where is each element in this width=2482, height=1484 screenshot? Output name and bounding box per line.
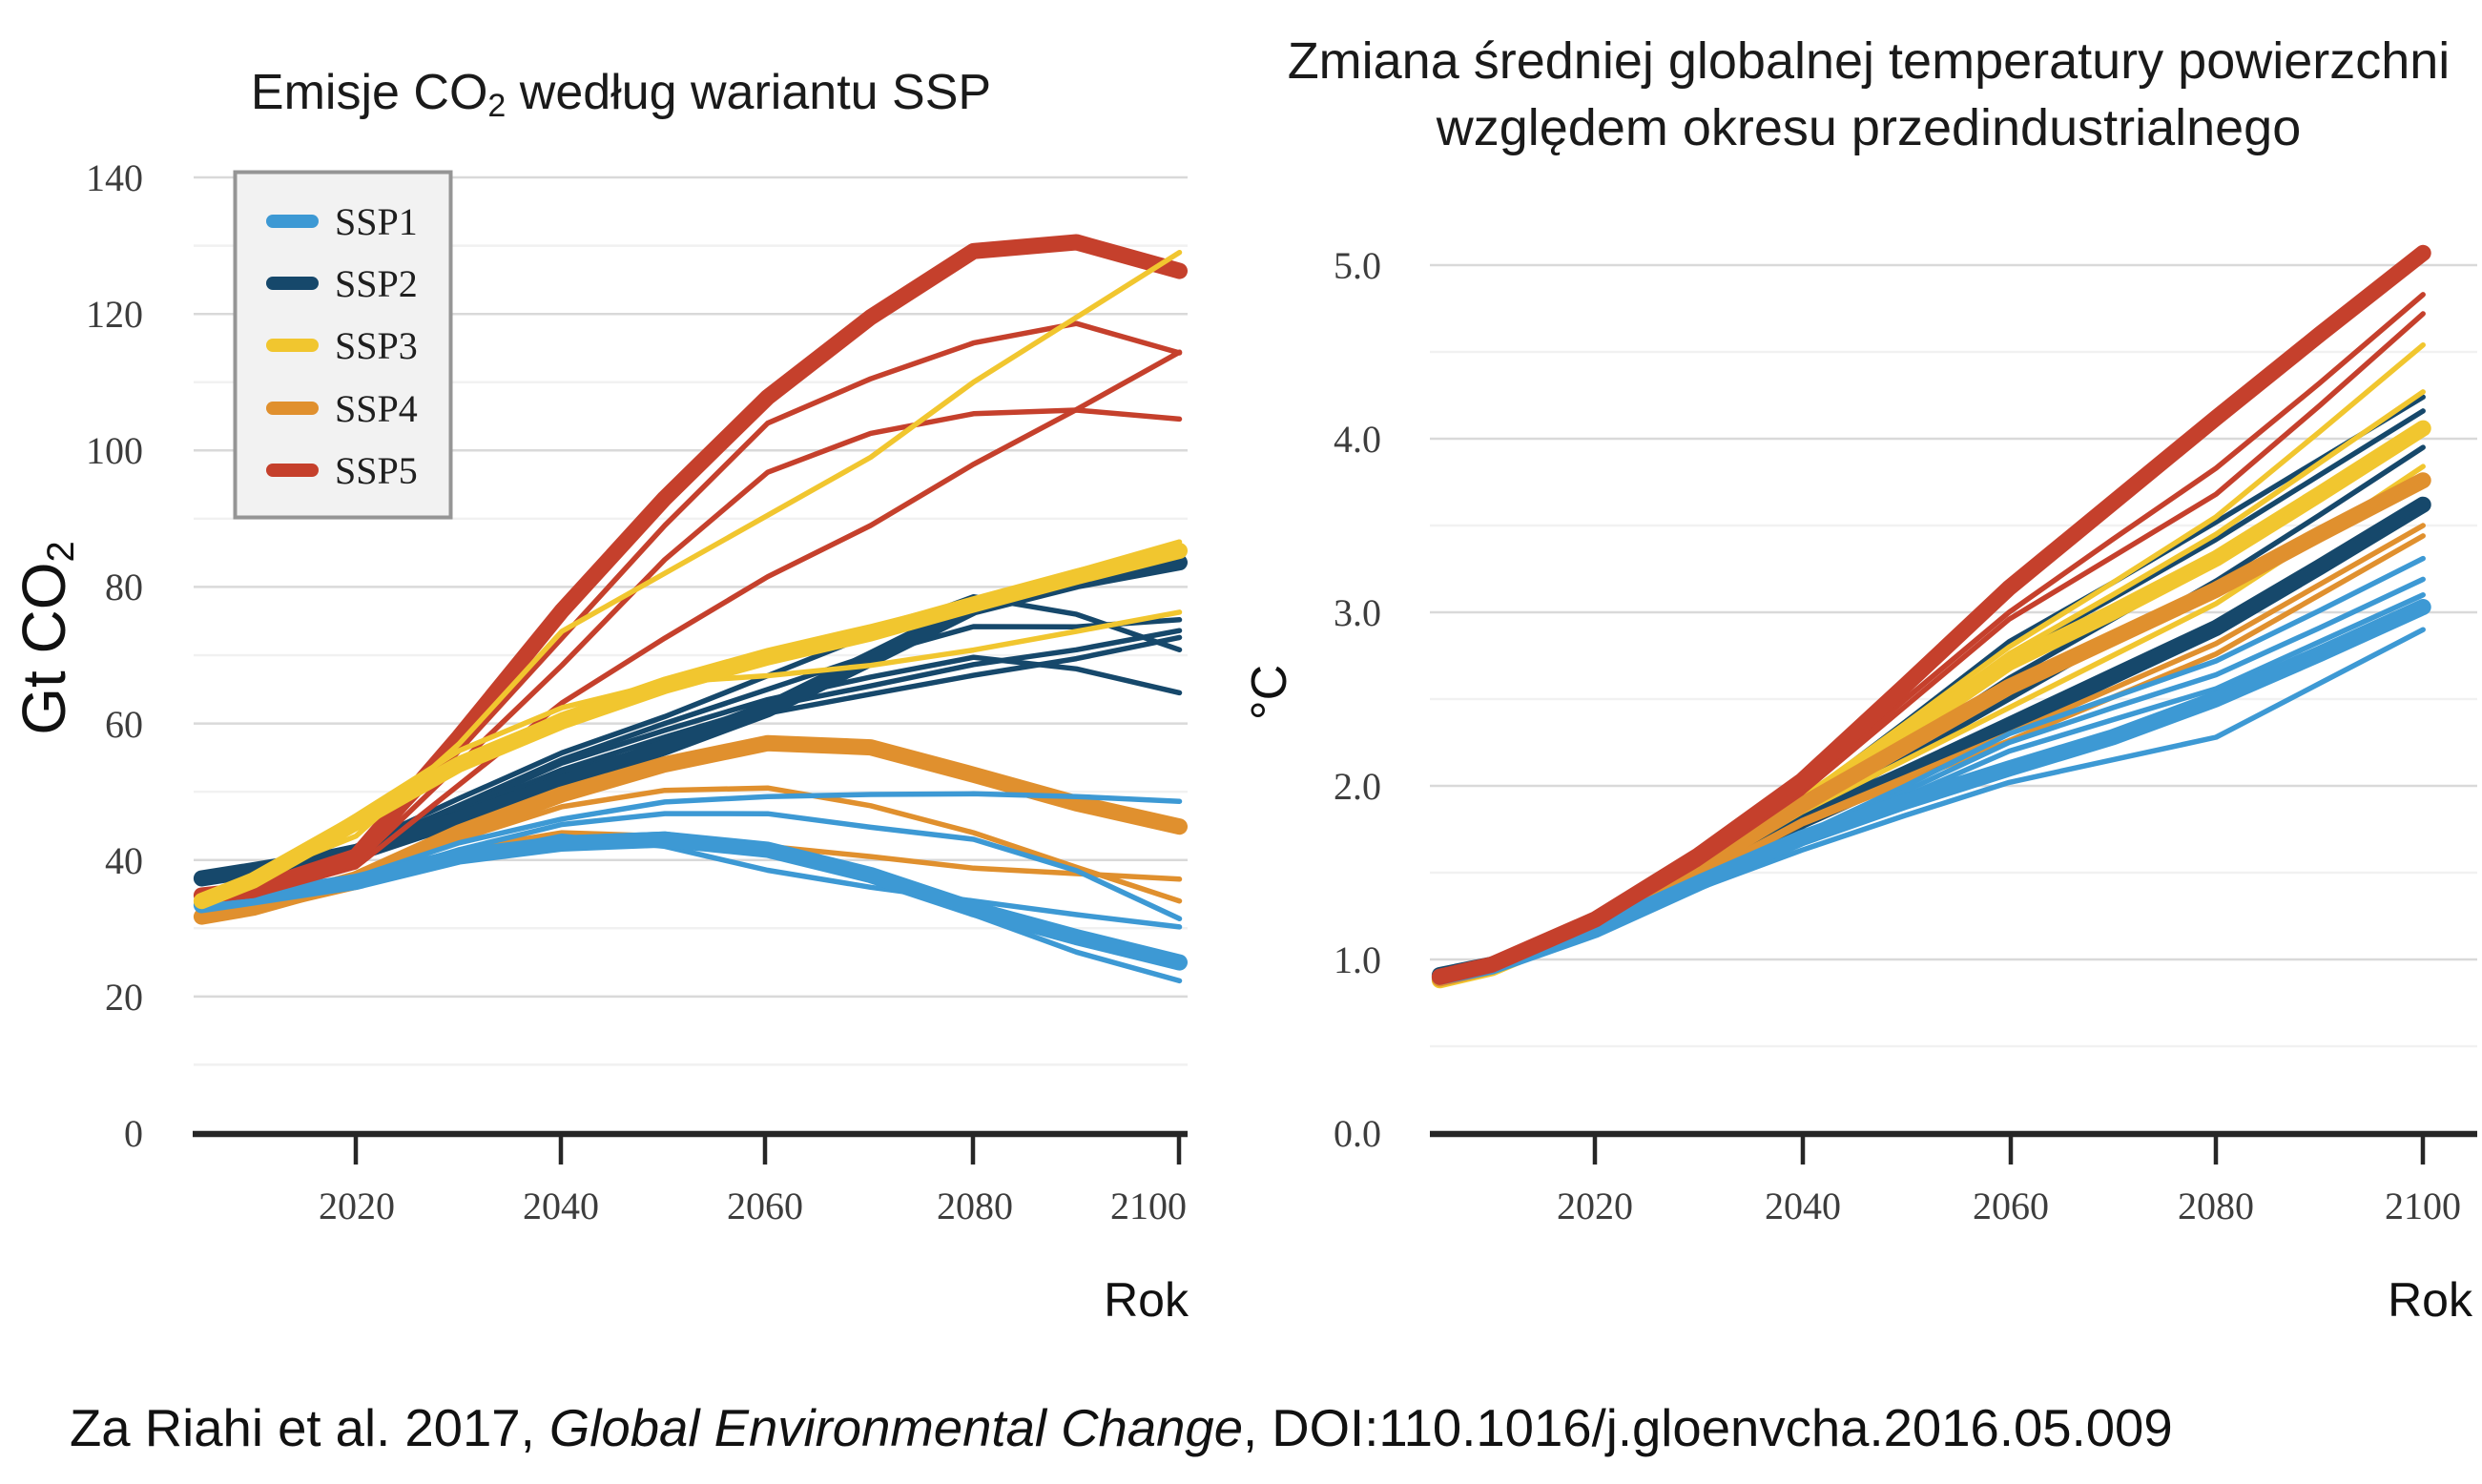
svg-text:SSP2: SSP2 <box>335 262 418 305</box>
svg-text:1.0: 1.0 <box>1334 938 1381 981</box>
svg-text:120: 120 <box>86 293 143 336</box>
svg-text:SSP3: SSP3 <box>335 324 418 367</box>
svg-text:2060: 2060 <box>1973 1185 2049 1227</box>
svg-text:Za Riahi et al. 2017, Global E: Za Riahi et al. 2017, Global Environment… <box>70 1399 2173 1457</box>
svg-text:40: 40 <box>105 839 143 882</box>
svg-text:2060: 2060 <box>727 1185 803 1227</box>
svg-text:3.0: 3.0 <box>1334 591 1381 634</box>
svg-text:0.0: 0.0 <box>1334 1112 1381 1155</box>
svg-text:2080: 2080 <box>2178 1185 2254 1227</box>
svg-text:4.0: 4.0 <box>1334 418 1381 461</box>
svg-text:SSP5: SSP5 <box>335 449 418 492</box>
svg-text:2100: 2100 <box>2385 1185 2461 1227</box>
svg-text:80: 80 <box>105 566 143 608</box>
svg-text:0: 0 <box>124 1112 143 1155</box>
svg-text:2.0: 2.0 <box>1334 765 1381 808</box>
svg-text:2020: 2020 <box>319 1185 395 1227</box>
svg-text:2020: 2020 <box>1557 1185 1633 1227</box>
svg-text:100: 100 <box>86 429 143 472</box>
svg-text:°C: °C <box>1242 665 1297 720</box>
svg-text:5.0: 5.0 <box>1334 244 1381 287</box>
svg-text:Rok: Rok <box>2388 1273 2473 1327</box>
svg-text:Gt CO2: Gt CO2 <box>10 541 82 735</box>
svg-text:2040: 2040 <box>1765 1185 1841 1227</box>
svg-text:SSP4: SSP4 <box>335 387 418 430</box>
svg-text:2100: 2100 <box>1110 1185 1187 1227</box>
svg-text:względem okresu przedindustria: względem okresu przedindustrialnego <box>1436 99 2302 156</box>
svg-text:140: 140 <box>86 156 143 199</box>
svg-text:2040: 2040 <box>523 1185 599 1227</box>
svg-text:20: 20 <box>105 976 143 1019</box>
svg-text:SSP1: SSP1 <box>335 200 418 243</box>
svg-text:2080: 2080 <box>937 1185 1013 1227</box>
svg-text:Emisje CO2 według wariantu SSP: Emisje CO2 według wariantu SSP <box>251 65 991 124</box>
svg-text:Rok: Rok <box>1104 1273 1189 1327</box>
svg-text:60: 60 <box>105 703 143 746</box>
svg-text:Zmiana średniej globalnej temp: Zmiana średniej globalnej temperatury po… <box>1288 32 2451 90</box>
